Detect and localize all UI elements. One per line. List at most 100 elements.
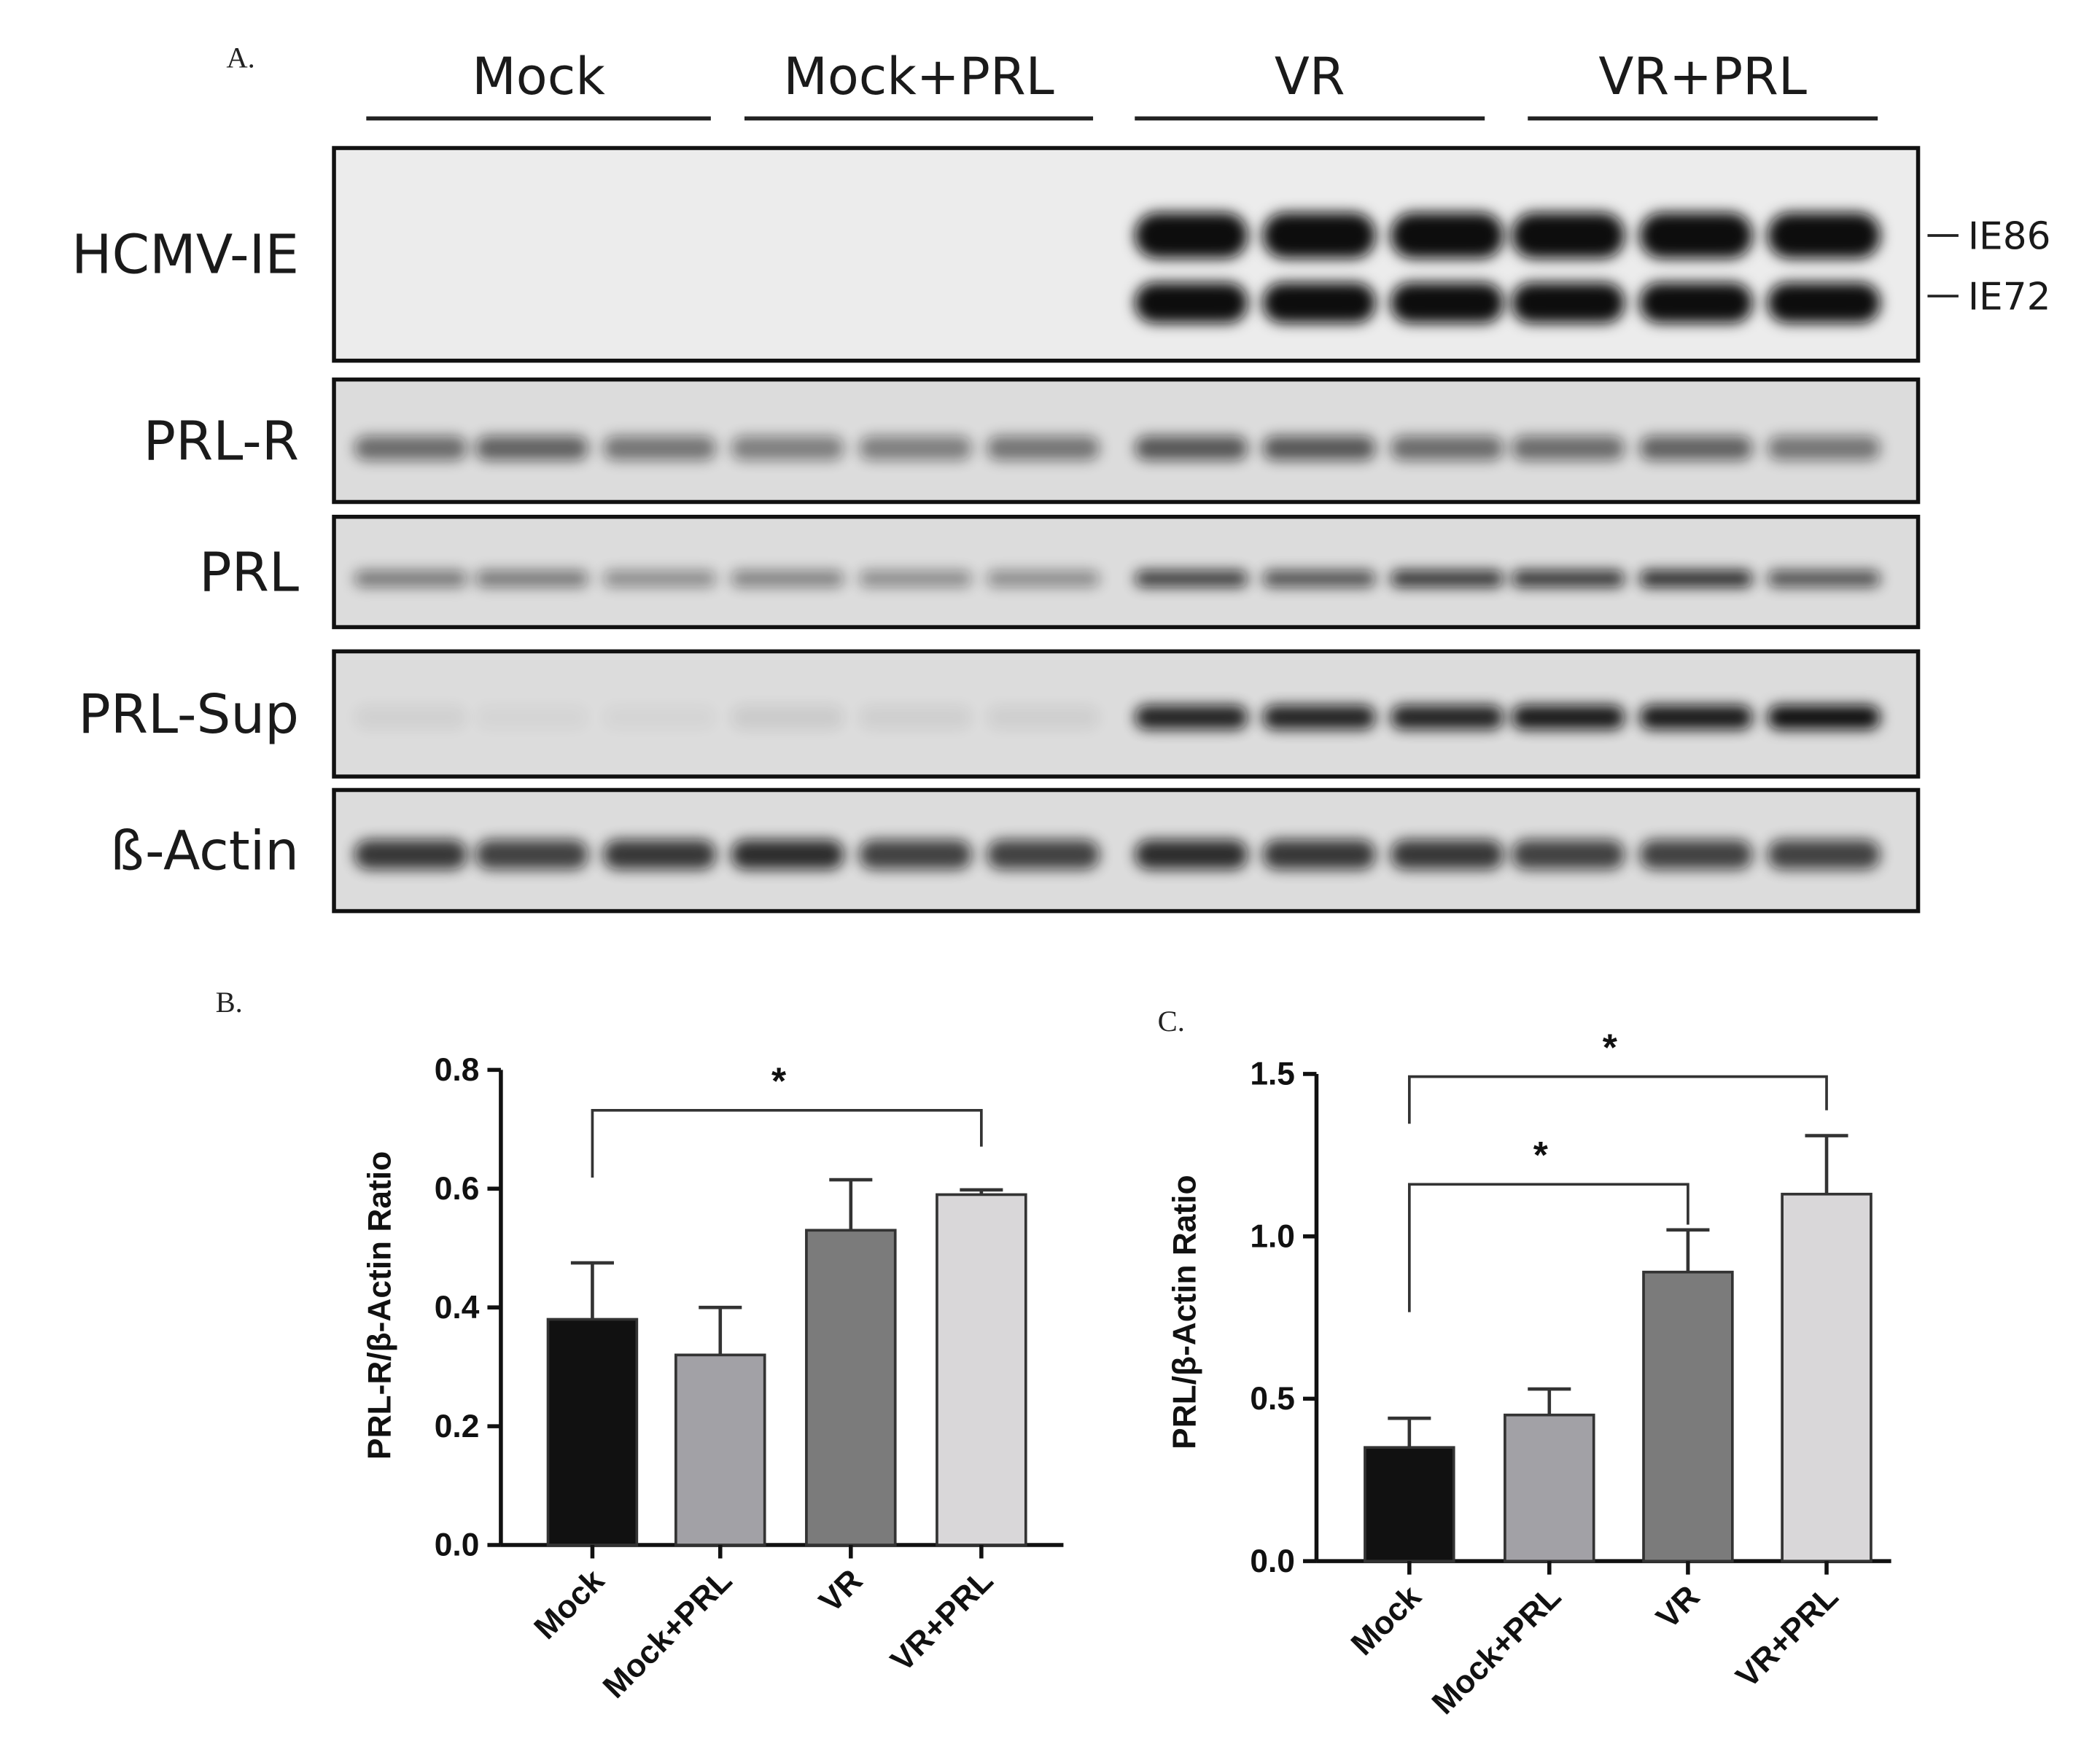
- band: [731, 839, 844, 870]
- band: [1767, 212, 1881, 259]
- band: [987, 839, 1100, 870]
- band: [987, 705, 1100, 730]
- band: [858, 839, 972, 870]
- band: [1639, 212, 1753, 259]
- bar: [1504, 1413, 1595, 1562]
- band: [858, 570, 972, 587]
- panel-letter: B.: [216, 986, 243, 1019]
- band: [858, 436, 972, 461]
- band: [731, 570, 844, 587]
- y-tick-label: 1.5: [1250, 1056, 1295, 1092]
- band: [1262, 839, 1376, 870]
- band: [1390, 839, 1504, 870]
- band: [1135, 212, 1248, 259]
- band: [1135, 839, 1248, 870]
- significance-label: *: [771, 1060, 787, 1102]
- band: [1767, 436, 1881, 461]
- x-tick-label: Mock+PRL: [596, 1562, 739, 1705]
- band: [1512, 705, 1625, 730]
- bar: [936, 1193, 1027, 1546]
- band: [475, 436, 588, 461]
- bar-chart: C. PRL/β-Actin Ratio 0.0 0.5 1.0 1.5 MockMock+…: [1158, 1005, 1891, 1721]
- y-tick-label: 0.5: [1250, 1381, 1295, 1417]
- band: [475, 839, 588, 870]
- row-label: PRL-Sup: [78, 683, 299, 746]
- band: [603, 570, 717, 587]
- y-tick-label: 1.0: [1250, 1218, 1295, 1254]
- y-tick-label: 0.4: [435, 1290, 480, 1326]
- y-axis-label: PRL/β-Actin Ratio: [1167, 1175, 1202, 1449]
- band: [1135, 436, 1248, 461]
- row-label: PRL-R: [143, 410, 299, 472]
- band: [731, 705, 844, 730]
- band: [1512, 839, 1625, 870]
- y-tick-label: 0.0: [1250, 1544, 1295, 1579]
- band: [1767, 705, 1881, 730]
- significance-label: *: [1603, 1026, 1618, 1068]
- band: [475, 705, 588, 729]
- bar-charts: B. PRL-R/β-Actin Ratio 0.0 0.2 0.4 0.6 0.8 Mock…: [216, 986, 1891, 1721]
- band: [1639, 570, 1753, 587]
- band: [858, 705, 972, 730]
- x-tick-label: VR: [812, 1562, 869, 1619]
- group-label: Mock+PRL: [783, 47, 1054, 106]
- x-tick-label: VR+PRL: [1730, 1579, 1846, 1694]
- band: [1262, 436, 1376, 461]
- band: [1390, 212, 1504, 259]
- significance-bracket: [1407, 1183, 1689, 1312]
- band: [1639, 839, 1753, 870]
- y-tick-label: 0.8: [435, 1052, 480, 1088]
- band-label: IE72: [1968, 276, 2051, 319]
- band: [1262, 212, 1376, 259]
- band: [1262, 705, 1376, 730]
- band: [603, 839, 717, 870]
- band: [354, 436, 467, 461]
- band: [1639, 436, 1753, 461]
- band: [1135, 705, 1248, 730]
- band: [1262, 570, 1376, 587]
- bar: [1781, 1192, 1872, 1562]
- significance-label: *: [1533, 1134, 1549, 1176]
- band: [1767, 570, 1881, 587]
- band: [354, 705, 467, 730]
- group-label: Mock: [472, 47, 605, 106]
- band: [1512, 570, 1625, 587]
- x-tick-label: Mock: [527, 1562, 611, 1646]
- band: [1390, 570, 1504, 587]
- panel-letter: A.: [226, 41, 254, 74]
- y-tick-label: 0.2: [435, 1409, 480, 1444]
- x-tick-label: VR+PRL: [884, 1562, 1000, 1678]
- band: [603, 436, 717, 461]
- band: [1639, 282, 1753, 323]
- bar-chart: B. PRL-R/β-Actin Ratio 0.0 0.2 0.4 0.6 0.8 Mock…: [216, 986, 1064, 1705]
- bar: [805, 1229, 897, 1546]
- band: [603, 705, 716, 729]
- bar: [674, 1353, 766, 1546]
- y-tick-label: 0.0: [435, 1527, 480, 1563]
- western-blot: Mock Mock+PRL VR VR+PRL HCMV-IE PRL-R PRL PRL-S…: [71, 47, 2051, 914]
- x-tick-label: Mock+PRL: [1426, 1579, 1568, 1721]
- band: [731, 436, 844, 461]
- band: [1262, 282, 1376, 323]
- band: [1390, 436, 1504, 461]
- bar: [1364, 1446, 1455, 1562]
- group-label: VR: [1275, 47, 1345, 106]
- significance-bracket: [1407, 1075, 1828, 1124]
- row-label: ß-Actin: [110, 820, 299, 882]
- band: [475, 570, 588, 587]
- band: [1512, 436, 1625, 461]
- y-axis-label: PRL-R/β-Actin Ratio: [362, 1151, 398, 1460]
- band: [987, 570, 1100, 587]
- band: [1767, 282, 1881, 323]
- group-label: VR+PRL: [1598, 47, 1807, 106]
- band: [1390, 282, 1504, 323]
- band: [1390, 705, 1504, 730]
- band: [1135, 570, 1248, 587]
- x-tick-label: Mock: [1345, 1579, 1428, 1662]
- band: [987, 436, 1100, 461]
- row-label: HCMV-IE: [71, 224, 299, 287]
- y-tick-label: 0.6: [435, 1171, 480, 1207]
- panel-letter: C.: [1158, 1005, 1185, 1038]
